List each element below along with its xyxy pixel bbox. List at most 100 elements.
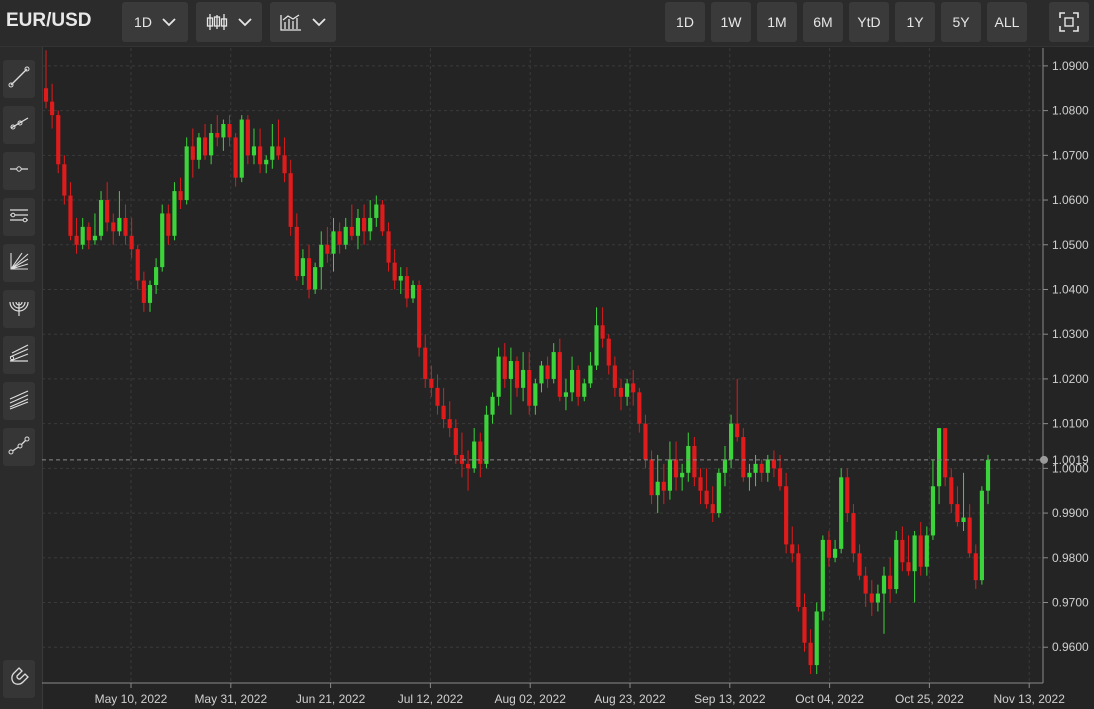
candle-body <box>300 258 305 277</box>
x-tick-label: Jul 12, 2022 <box>398 692 464 706</box>
candle-body <box>361 217 367 232</box>
candle-body <box>221 124 226 138</box>
candle-body <box>924 535 929 567</box>
candle-body <box>808 642 813 666</box>
candle-body <box>545 365 550 379</box>
gann-fan-tool[interactable] <box>3 244 35 282</box>
gann-fan-icon <box>8 250 30 277</box>
candle-body <box>80 226 85 245</box>
candle-body <box>753 463 758 473</box>
candle-body <box>62 164 67 196</box>
candle-body <box>496 356 501 397</box>
last-price-label: 1.0019 <box>1052 453 1089 467</box>
candle-body <box>796 553 801 607</box>
fullscreen-button[interactable] <box>1049 2 1089 42</box>
candle-body <box>74 235 79 245</box>
candle-body <box>765 459 770 473</box>
parallel-channel-tool[interactable] <box>3 198 35 236</box>
range-1m-button[interactable]: 1M <box>757 2 797 42</box>
candle-body <box>894 539 899 590</box>
y-tick-label: 1.0200 <box>1052 372 1089 386</box>
candle-body <box>839 477 844 549</box>
candle-body <box>716 472 721 514</box>
chart-type-dropdown[interactable] <box>196 2 262 42</box>
x-tick-label: Jun 21, 2022 <box>296 692 366 706</box>
range-5y-button[interactable]: 5Y <box>941 2 981 42</box>
range-1d-button[interactable]: 1D <box>665 2 705 42</box>
candle-body <box>673 459 679 478</box>
indicators-icon <box>280 13 302 31</box>
x-tick-label: May 31, 2022 <box>194 692 267 706</box>
indicators-dropdown[interactable] <box>270 2 336 42</box>
candle-body <box>355 217 361 236</box>
candle-body <box>722 459 728 473</box>
candle-body <box>747 472 752 478</box>
candle-body <box>380 204 385 232</box>
arc-tool[interactable] <box>3 290 35 328</box>
chevron-down-icon <box>312 17 326 27</box>
trend-line-tool[interactable] <box>3 60 35 98</box>
candle-body <box>417 285 422 348</box>
candle-body <box>215 132 220 138</box>
candle-body <box>374 204 379 218</box>
fullscreen-icon <box>1059 12 1079 32</box>
candle-body <box>790 544 795 554</box>
y-tick-label: 1.0700 <box>1052 148 1089 162</box>
candle-body <box>832 548 838 558</box>
pitchfork-tool[interactable] <box>3 336 35 374</box>
candle-body <box>43 88 49 102</box>
candle-body <box>319 244 324 268</box>
candle-body <box>282 155 287 174</box>
range-ytd-button[interactable]: YtD <box>849 2 889 42</box>
candle-body <box>906 562 911 572</box>
candle-body <box>576 369 581 397</box>
candle-body <box>233 137 238 178</box>
candle-body <box>563 392 569 397</box>
horizontal-line-tool[interactable] <box>3 152 35 190</box>
path-tool[interactable] <box>3 428 35 466</box>
candle-body <box>869 593 874 603</box>
range-1w-button[interactable]: 1W <box>711 2 751 42</box>
candle-body <box>667 459 673 491</box>
ray-icon <box>8 112 30 139</box>
candle-body <box>68 195 73 236</box>
candle-body <box>918 535 923 567</box>
candle-body <box>105 200 110 223</box>
candle-body <box>50 101 55 116</box>
candle-body <box>569 369 575 393</box>
range-all-button[interactable]: ALL <box>987 2 1027 42</box>
horizontal-line-icon <box>8 158 30 185</box>
candle-body <box>771 459 776 469</box>
fib-channel-icon <box>8 388 30 415</box>
y-tick-label: 1.0000 <box>1052 461 1089 475</box>
candle-body <box>741 437 746 478</box>
candle-body <box>533 383 538 406</box>
interval-dropdown[interactable]: 1D <box>122 2 188 42</box>
candle-body <box>784 486 789 545</box>
symbol-title: EUR/USD <box>6 10 92 31</box>
candle-body <box>735 423 740 438</box>
candle-body <box>478 441 483 464</box>
x-tick-label: Sep 13, 2022 <box>694 692 766 706</box>
candle-body <box>172 191 177 236</box>
candle-body <box>398 276 403 281</box>
path-icon <box>8 434 30 461</box>
candle-body <box>441 405 446 420</box>
candle-body <box>900 539 905 563</box>
magnet-tool[interactable] <box>3 660 35 698</box>
range-6m-button[interactable]: 6M <box>803 2 843 42</box>
ray-tool[interactable] <box>3 106 35 144</box>
magnet-icon <box>8 666 30 693</box>
candle-body <box>875 593 880 603</box>
fib-channel-tool[interactable] <box>3 382 35 420</box>
range-1y-button[interactable]: 1Y <box>895 2 935 42</box>
candle-body <box>582 383 587 397</box>
candle-body <box>294 226 299 277</box>
candle-body <box>618 387 624 397</box>
interval-label: 1D <box>134 14 152 30</box>
candle-body <box>826 539 832 558</box>
candle-body <box>123 217 128 236</box>
candle-body <box>202 137 208 156</box>
candle-body <box>111 222 116 232</box>
